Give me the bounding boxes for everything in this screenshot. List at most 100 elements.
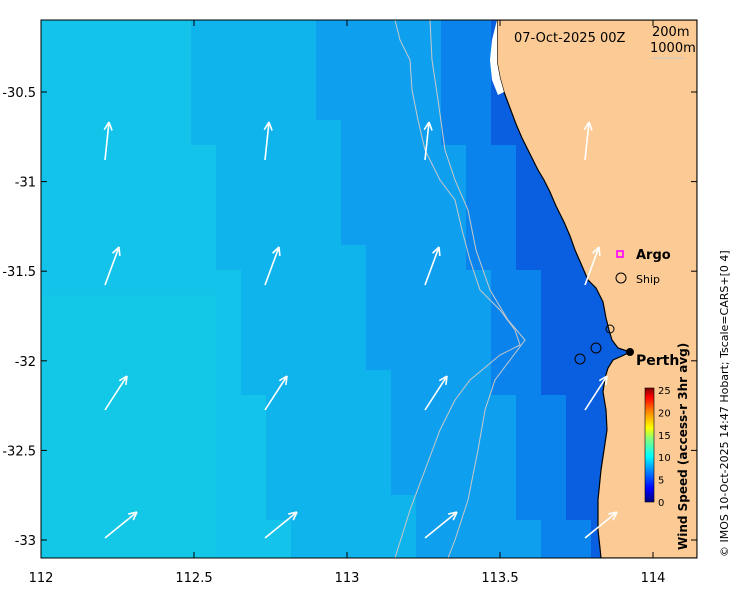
wind-cell	[466, 95, 491, 120]
wind-cell	[291, 370, 316, 395]
wind-cell	[316, 370, 341, 395]
wind-cell	[66, 345, 91, 370]
wind-cell	[391, 495, 416, 520]
wind-cell	[441, 420, 466, 445]
wind-cell	[466, 195, 491, 220]
wind-cell	[366, 370, 391, 395]
wind-cell	[266, 270, 291, 295]
wind-cell	[416, 545, 441, 558]
wind-cell	[391, 45, 416, 70]
y-tick-label: -31	[15, 176, 36, 191]
wind-cell	[216, 170, 241, 195]
wind-cell	[291, 270, 316, 295]
argo-legend-label: Argo	[636, 248, 671, 263]
wind-cell	[516, 170, 541, 195]
wind-cell	[241, 45, 266, 70]
wind-cell	[516, 395, 541, 420]
wind-cell	[491, 420, 516, 445]
wind-cell	[441, 270, 466, 295]
wind-cell	[366, 220, 391, 245]
wind-cell	[341, 345, 366, 370]
wind-cell	[216, 145, 241, 170]
wind-cell	[366, 295, 391, 320]
wind-cell	[241, 145, 266, 170]
wind-cell	[316, 170, 341, 195]
colorbar-tick-label: 0	[658, 498, 664, 509]
ship-marker	[605, 324, 615, 334]
wind-cell	[466, 170, 491, 195]
wind-cell	[466, 320, 491, 345]
wind-cell	[41, 345, 66, 370]
wind-cell	[166, 395, 191, 420]
contour-1000m	[429, 20, 526, 558]
wind-cell	[266, 445, 291, 470]
wind-cell	[241, 170, 266, 195]
wind-cell	[416, 70, 441, 95]
colorbar-tick-label: 15	[658, 431, 671, 442]
wind-cell	[241, 245, 266, 270]
wind-cell	[416, 495, 441, 520]
wind-cell	[491, 470, 516, 495]
wind-cell	[516, 420, 541, 445]
wind-cell	[316, 470, 341, 495]
wind-cell	[266, 145, 291, 170]
wind-cell	[366, 95, 391, 120]
wind-cell	[391, 545, 416, 558]
wind-cell	[191, 70, 216, 95]
wind-cell	[366, 470, 391, 495]
wind-cell	[516, 495, 541, 520]
wind-cell	[266, 370, 291, 395]
colorbar-tick-label: 20	[658, 408, 671, 419]
wind-cell	[441, 70, 466, 95]
wind-cell	[66, 495, 91, 520]
wind-cell	[566, 470, 591, 495]
wind-cell	[391, 195, 416, 220]
wind-cell	[491, 370, 516, 395]
wind-cell	[291, 420, 316, 445]
wind-cell	[216, 245, 241, 270]
wind-cell	[266, 20, 291, 45]
wind-cell	[266, 395, 291, 420]
date-label: 07-Oct-2025 00Z	[514, 31, 626, 46]
wind-cell	[41, 395, 66, 420]
wind-cell	[91, 545, 116, 558]
wind-cell	[516, 195, 541, 220]
wind-cell	[191, 395, 216, 420]
credit-text: © IMOS 10-Oct-2025 14:47 Hobart; Tscale=…	[718, 250, 731, 557]
wind-cell	[366, 545, 391, 558]
wind-cell	[341, 195, 366, 220]
wind-arrow	[104, 246, 121, 286]
wind-cell	[266, 45, 291, 70]
wind-cell	[516, 270, 541, 295]
wind-cell	[241, 270, 266, 295]
wind-cell	[491, 445, 516, 470]
wind-cell	[566, 495, 591, 520]
wind-cell	[516, 320, 541, 345]
wind-cell	[116, 295, 141, 320]
wind-cell	[416, 295, 441, 320]
wind-cell	[191, 520, 216, 545]
wind-cell	[291, 520, 316, 545]
x-tick-label: 113	[335, 571, 360, 586]
wind-cell	[291, 295, 316, 320]
plot-frame	[40, 19, 698, 559]
wind-cell	[366, 245, 391, 270]
wind-cell	[441, 245, 466, 270]
wind-cell	[316, 20, 341, 45]
wind-cell	[541, 370, 566, 395]
wind-cell	[316, 195, 341, 220]
wind-cell	[366, 170, 391, 195]
wind-cell	[191, 495, 216, 520]
wind-cell	[266, 195, 291, 220]
colorbar	[644, 387, 655, 503]
wind-cell	[416, 220, 441, 245]
wind-cell	[241, 20, 266, 45]
wind-cell	[216, 45, 241, 70]
wind-cell	[566, 520, 591, 545]
wind-arrow	[104, 375, 128, 411]
wind-arrow	[424, 246, 441, 286]
wind-cell	[416, 195, 441, 220]
wind-cell	[466, 20, 491, 45]
wind-cell	[466, 520, 491, 545]
